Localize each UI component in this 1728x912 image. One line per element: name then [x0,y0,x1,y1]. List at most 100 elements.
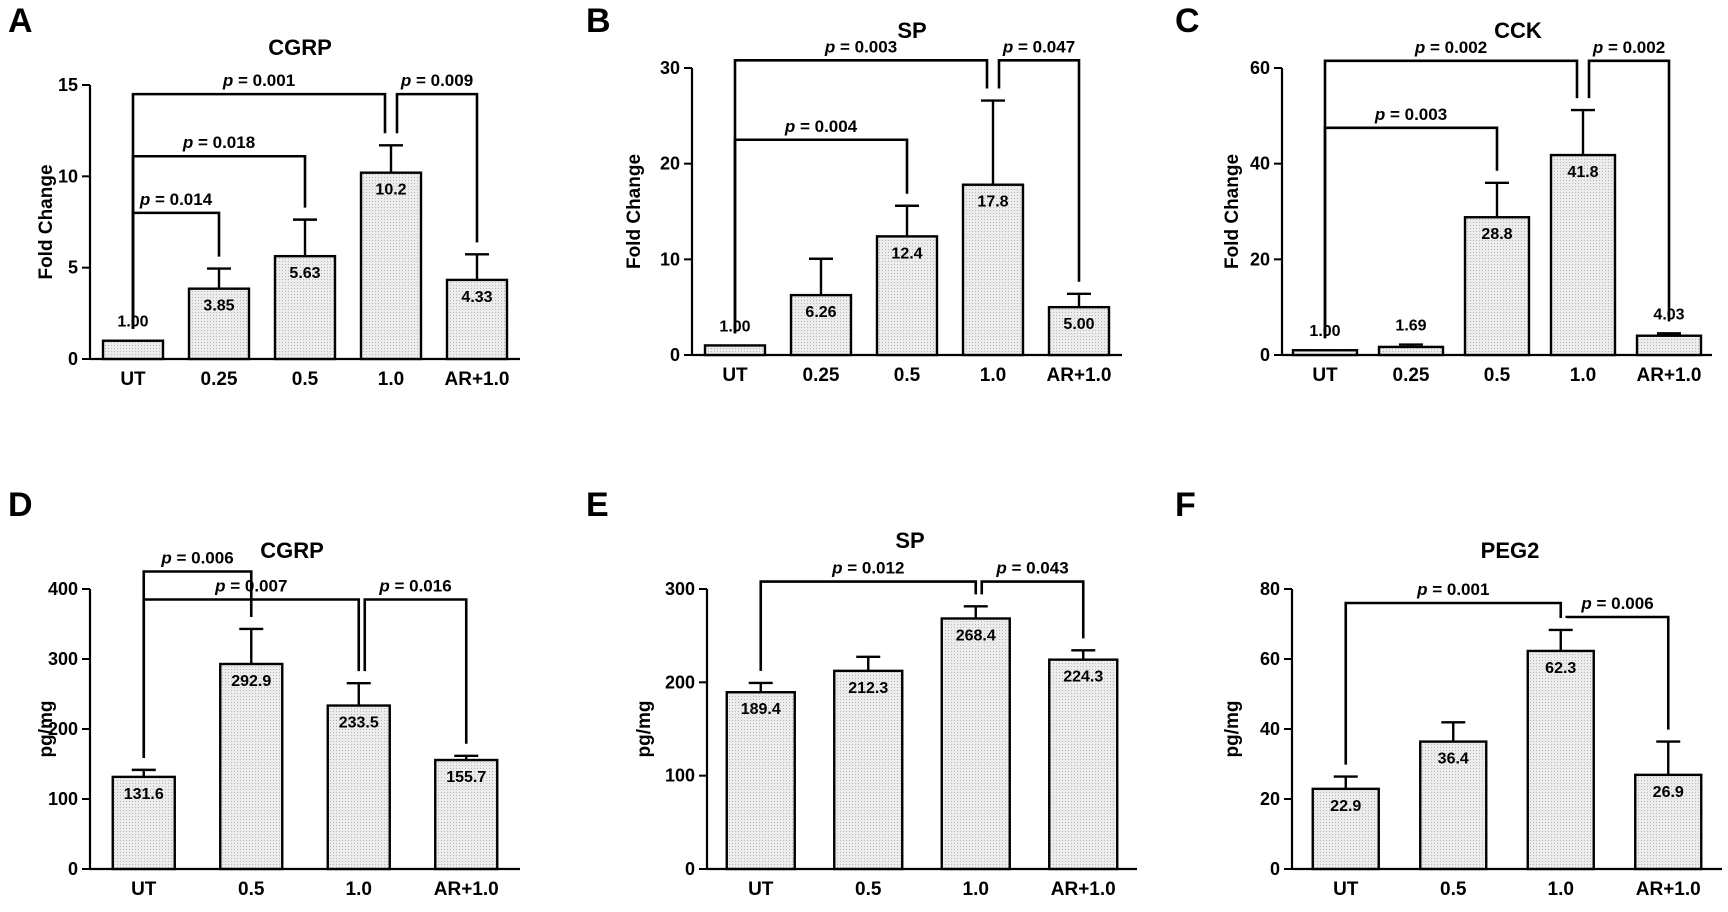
x-tick-label: UT [120,369,146,390]
y-tick-label: 60 [1260,649,1280,669]
data-label: 22.9 [1330,798,1361,815]
y-tick-label: 80 [1260,579,1280,599]
p-value-label: p = 0.001 [1416,580,1489,599]
p-value-label: p = 0.043 [995,559,1068,578]
x-tick-label: UT [1333,879,1359,900]
bar [1377,345,1445,357]
data-label: 36.4 [1438,751,1469,768]
bar [940,617,1011,871]
y-tick-label: 10 [58,166,78,186]
significance-bracket [997,59,1081,282]
p-value-label: p = 0.047 [1002,37,1075,56]
data-label: 4.33 [461,289,492,306]
y-tick-label: 30 [660,58,680,78]
y-tick-label: 40 [1250,154,1270,174]
significance-bracket [142,598,361,758]
data-label: 155.7 [446,769,486,786]
significance-bracket [131,211,221,329]
x-tick-label: 1.0 [1548,879,1574,900]
panel-letter: E [586,486,609,524]
x-tick-label: 0.5 [1440,879,1467,900]
data-label: 28.8 [1481,226,1512,243]
bar [187,287,251,361]
y-tick-label: 10 [660,249,680,269]
bar [219,662,284,871]
y-tick-label: 100 [665,766,695,786]
significance-bracket [1323,59,1579,339]
significance-bracket [1344,601,1563,765]
x-tick-label: AR+1.0 [1637,365,1702,386]
bar [1048,658,1119,871]
data-label: 3.85 [203,298,234,315]
chart-title: CGRP [268,35,332,60]
chart-title: CCK [1494,18,1542,43]
x-tick-label: 0.25 [201,369,238,390]
data-label: 41.8 [1567,164,1598,181]
p-value-label: p = 0.016 [378,577,451,596]
significance-bracket [759,580,978,671]
y-tick-label: 300 [665,579,695,599]
p-value-label: p = 0.009 [400,71,473,90]
chart-title: PEG2 [1481,538,1540,563]
y-tick-label: 200 [665,672,695,692]
data-label: 268.4 [956,627,996,644]
chart-title: SP [895,528,924,553]
bar [1419,740,1488,871]
data-label: 17.8 [977,194,1008,211]
p-value-label: p = 0.007 [214,577,287,596]
y-tick-label: 0 [685,859,695,879]
significance-bracket [1323,126,1499,339]
x-tick-label: 0.5 [855,879,882,900]
x-tick-label: AR+1.0 [1051,879,1116,900]
data-label: 5.00 [1063,316,1094,333]
x-tick-label: 0.5 [894,365,921,386]
bar [1463,216,1531,357]
data-label: 224.3 [1063,669,1103,686]
y-axis-label: Fold Change [1222,154,1243,269]
p-value-label: p = 0.014 [139,190,213,209]
panel-letter: C [1175,2,1200,40]
y-tick-label: 40 [1260,719,1280,739]
p-value-label: p = 0.003 [824,37,897,56]
panel-d: D CGRP pg/mg 0 100 200 300 400 131.6 UT 292.9 0.5 23… [8,486,520,900]
data-label: 5.63 [289,265,320,282]
panel-letter: F [1175,486,1196,524]
bar [326,704,391,871]
x-tick-label: 1.0 [378,369,404,390]
y-tick-label: 0 [670,345,680,365]
bar [273,254,337,361]
bar [1047,305,1111,357]
x-tick-label: AR+1.0 [434,879,499,900]
data-label: 6.26 [805,304,836,321]
significance-bracket [733,59,989,334]
x-tick-label: UT [131,879,157,900]
y-tick-label: 400 [48,579,78,599]
bar [725,691,796,871]
y-tick-label: 20 [1260,789,1280,809]
x-tick-label: AR+1.0 [1047,365,1112,386]
significance-bracket [1565,615,1670,730]
panel-letter: B [586,2,611,40]
bar [1311,787,1380,871]
y-tick-label: 200 [48,719,78,739]
p-value-label: p = 0.018 [182,133,255,152]
x-tick-label: 0.25 [1393,365,1430,386]
bar [703,344,767,357]
p-value-label: p = 0.012 [831,559,904,578]
p-value-label: p = 0.002 [1592,38,1665,57]
x-tick-label: 0.25 [803,365,840,386]
x-tick-label: 1.0 [980,365,1006,386]
x-tick-label: 0.5 [1484,365,1511,386]
data-label: 212.3 [848,680,888,697]
p-value-label: p = 0.004 [784,117,858,136]
bar [101,339,165,361]
x-tick-label: 0.5 [238,879,265,900]
y-tick-label: 0 [1260,345,1270,365]
x-tick-label: 1.0 [963,879,989,900]
y-tick-label: 0 [1270,859,1280,879]
y-axis-label: pg/mg [634,701,655,758]
bar [789,293,853,357]
